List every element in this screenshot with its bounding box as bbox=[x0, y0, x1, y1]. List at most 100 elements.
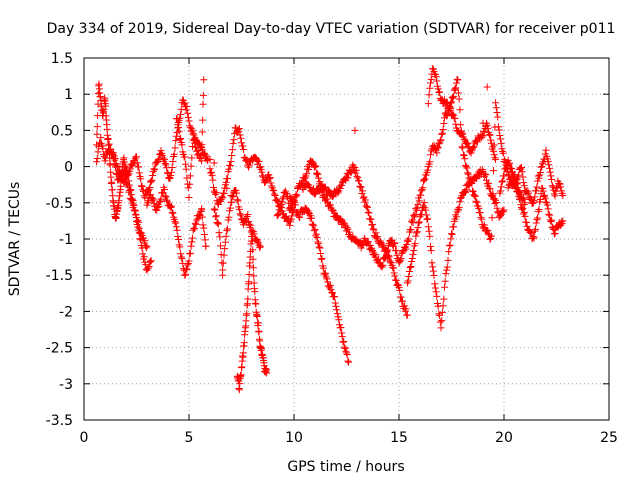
data-point bbox=[470, 143, 478, 151]
data-point bbox=[314, 238, 322, 246]
data-point bbox=[381, 254, 389, 262]
data-point bbox=[492, 104, 500, 112]
data-point bbox=[154, 204, 161, 212]
data-point bbox=[429, 263, 437, 271]
data-point bbox=[545, 210, 553, 218]
data-point bbox=[189, 234, 196, 242]
data-point bbox=[175, 241, 183, 249]
data-point bbox=[390, 239, 398, 247]
data-point bbox=[437, 136, 445, 144]
data-point bbox=[426, 158, 434, 166]
data-point bbox=[359, 241, 367, 249]
data-point bbox=[191, 219, 199, 227]
data-point bbox=[380, 255, 388, 263]
x-axis-label: GPS time / hours bbox=[287, 459, 404, 475]
data-point bbox=[185, 257, 193, 265]
data-point bbox=[480, 221, 488, 229]
data-point bbox=[428, 259, 436, 267]
data-point bbox=[433, 149, 441, 157]
data-point bbox=[287, 215, 295, 223]
data-point bbox=[326, 281, 334, 289]
data-point bbox=[154, 156, 162, 164]
data-point bbox=[543, 201, 551, 209]
data-point bbox=[537, 163, 545, 171]
data-point bbox=[434, 144, 442, 152]
data-point bbox=[531, 227, 539, 235]
data-point bbox=[163, 196, 171, 204]
data-point bbox=[145, 262, 153, 270]
data-point bbox=[161, 155, 168, 163]
data-point bbox=[373, 232, 381, 240]
data-point bbox=[550, 230, 558, 238]
data-point bbox=[254, 319, 262, 327]
data-point bbox=[432, 73, 440, 81]
data-point bbox=[448, 110, 456, 118]
chart-title: Day 334 of 2019, Sidereal Day-to-day VTE… bbox=[47, 21, 616, 37]
data-point bbox=[255, 157, 263, 165]
data-point bbox=[443, 112, 451, 120]
data-point bbox=[182, 165, 190, 173]
data-point bbox=[532, 225, 539, 233]
data-point bbox=[466, 175, 474, 183]
data-point bbox=[255, 327, 263, 335]
data-point bbox=[499, 149, 507, 157]
data-point bbox=[536, 195, 544, 203]
data-point bbox=[259, 172, 266, 180]
data-point bbox=[534, 214, 542, 222]
data-point bbox=[420, 199, 428, 207]
data-point bbox=[459, 130, 467, 138]
data-point bbox=[334, 313, 342, 321]
data-point bbox=[258, 168, 266, 176]
data-point bbox=[126, 165, 134, 173]
data-point bbox=[493, 108, 501, 116]
data-point bbox=[365, 209, 373, 217]
data-point bbox=[112, 154, 119, 162]
data-point bbox=[226, 204, 234, 212]
data-point bbox=[270, 186, 278, 194]
data-point bbox=[491, 200, 499, 208]
data-point bbox=[209, 176, 217, 184]
data-point bbox=[219, 271, 227, 279]
data-point bbox=[452, 79, 460, 87]
data-point bbox=[217, 242, 224, 250]
data-point bbox=[470, 191, 478, 199]
data-point bbox=[322, 269, 329, 277]
data-point bbox=[368, 220, 376, 228]
data-point bbox=[557, 183, 565, 191]
data-point bbox=[317, 249, 325, 257]
data-point bbox=[519, 173, 527, 181]
data-point bbox=[345, 358, 353, 366]
data-point bbox=[498, 178, 506, 186]
data-point bbox=[439, 302, 447, 310]
data-point bbox=[447, 99, 455, 107]
data-point bbox=[203, 152, 210, 160]
data-point bbox=[305, 165, 313, 173]
data-point bbox=[172, 137, 180, 145]
data-point bbox=[329, 289, 336, 297]
data-point bbox=[541, 194, 549, 202]
data-point bbox=[422, 211, 430, 219]
data-point bbox=[107, 145, 115, 153]
data-point bbox=[488, 214, 496, 222]
data-point bbox=[490, 147, 497, 155]
data-point bbox=[406, 267, 413, 275]
data-point bbox=[308, 214, 315, 222]
data-point bbox=[266, 175, 273, 183]
data-point bbox=[455, 203, 463, 211]
data-point bbox=[242, 156, 250, 164]
data-point bbox=[413, 228, 421, 236]
data-point bbox=[547, 217, 555, 225]
data-point bbox=[310, 221, 318, 229]
data-point bbox=[198, 128, 206, 136]
data-point bbox=[402, 245, 410, 253]
data-point bbox=[200, 76, 208, 84]
data-point bbox=[413, 229, 420, 237]
data-point bbox=[376, 237, 384, 245]
data-point bbox=[408, 218, 416, 226]
data-point bbox=[170, 150, 178, 158]
data-point bbox=[133, 217, 140, 225]
data-point bbox=[328, 288, 336, 296]
data-point bbox=[235, 128, 243, 136]
data-point bbox=[486, 235, 494, 243]
data-point bbox=[426, 84, 434, 92]
